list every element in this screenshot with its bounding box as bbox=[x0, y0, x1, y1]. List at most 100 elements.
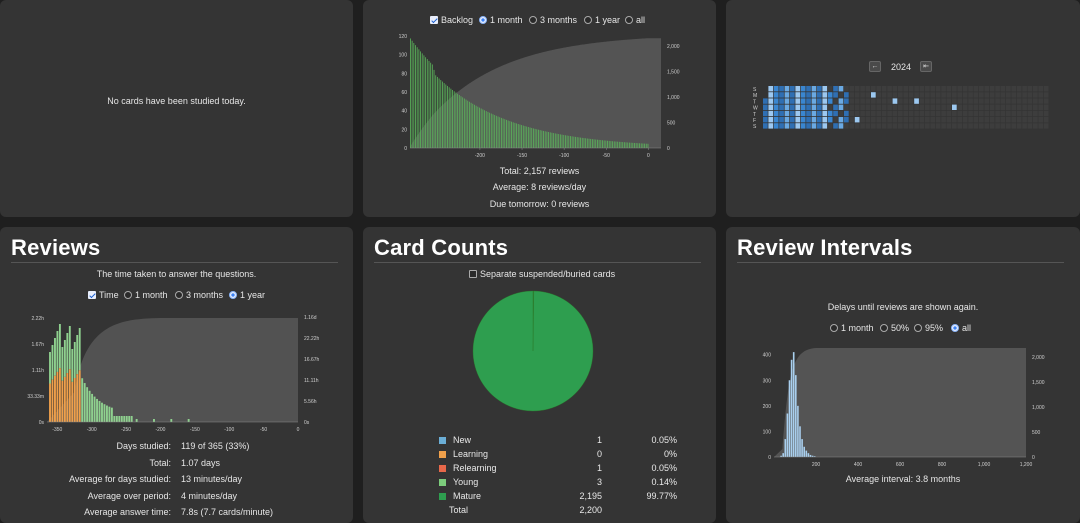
review-stat-value: 1.07 days bbox=[181, 457, 221, 468]
due-bar bbox=[640, 143, 642, 148]
backlog-checkbox[interactable]: Backlog bbox=[430, 15, 473, 25]
backlog-check-icon[interactable] bbox=[430, 16, 438, 24]
calendar-day bbox=[1043, 123, 1049, 129]
due-bar bbox=[556, 133, 558, 148]
due-bar bbox=[630, 142, 632, 148]
calendar-day bbox=[887, 117, 892, 123]
calendar-day bbox=[1011, 123, 1017, 129]
interval-bar bbox=[809, 454, 812, 457]
calendar-day bbox=[800, 92, 806, 98]
due-bar bbox=[504, 119, 506, 148]
due-bar bbox=[607, 140, 608, 148]
review-bar-learning bbox=[76, 374, 79, 422]
intervals-range-all[interactable]: all bbox=[951, 323, 971, 333]
due-bar bbox=[467, 100, 469, 148]
intervals-range-95[interactable]: 95% bbox=[914, 323, 943, 333]
due-bar bbox=[620, 141, 622, 148]
due-bar bbox=[474, 104, 475, 148]
calendar-day bbox=[930, 98, 936, 104]
range-1-year[interactable]: 1 year bbox=[584, 15, 620, 25]
interval-bar bbox=[811, 455, 814, 457]
calendar-day bbox=[779, 92, 784, 98]
review-bar-learning bbox=[71, 381, 74, 422]
range-all[interactable]: all bbox=[625, 15, 645, 25]
time-checkbox[interactable]: Time bbox=[88, 290, 119, 300]
due-bar bbox=[452, 89, 453, 148]
range-1-month[interactable]: 1 month bbox=[479, 15, 523, 25]
day-label: T bbox=[753, 99, 756, 105]
interval-bar bbox=[797, 405, 799, 457]
calendar-day bbox=[903, 86, 909, 92]
card-count-total-row: Total 2,200 bbox=[439, 505, 699, 517]
y2-tick-label: 0s bbox=[304, 420, 310, 426]
range-label: 1 year bbox=[595, 15, 621, 25]
due-bar bbox=[531, 127, 533, 148]
calendar-day bbox=[768, 123, 774, 129]
calendar-day bbox=[790, 117, 795, 123]
radio-icon[interactable] bbox=[175, 291, 183, 299]
calendar-day bbox=[1006, 123, 1011, 129]
calendar-day bbox=[914, 123, 919, 129]
time-check-icon[interactable] bbox=[88, 291, 96, 299]
calendar-day bbox=[952, 86, 957, 92]
review-stat-label: Total: bbox=[149, 457, 171, 468]
calendar-day bbox=[854, 104, 860, 110]
calendar-day bbox=[838, 117, 844, 123]
radio-icon[interactable] bbox=[584, 16, 592, 24]
calendar-day bbox=[881, 110, 887, 117]
calendar-day bbox=[973, 98, 979, 104]
calendar-day bbox=[1000, 98, 1006, 104]
calendar-day bbox=[962, 104, 968, 110]
reviews-range-3-months[interactable]: 3 months bbox=[175, 290, 223, 300]
legend-count: 3 bbox=[596, 477, 602, 487]
radio-icon[interactable] bbox=[951, 324, 959, 332]
y2-tick-label: 5.56h bbox=[304, 399, 317, 405]
next-year-button[interactable]: ⇤ bbox=[920, 61, 932, 72]
due-bar bbox=[536, 129, 538, 148]
review-bar-young bbox=[123, 416, 126, 422]
calendar-day bbox=[1011, 104, 1017, 110]
calendar-day bbox=[952, 110, 957, 117]
calendar-day bbox=[865, 92, 871, 98]
radio-icon[interactable] bbox=[124, 291, 132, 299]
reviews-range-1-year[interactable]: 1 year bbox=[229, 290, 265, 300]
cumulative-area bbox=[47, 318, 298, 422]
range-label: 1 year bbox=[240, 290, 266, 300]
calendar-day bbox=[822, 98, 828, 104]
due-bar bbox=[639, 143, 640, 148]
legend-percent: 99.77% bbox=[646, 491, 677, 501]
calendar-day bbox=[892, 123, 898, 129]
calendar-day bbox=[908, 117, 914, 123]
separate-suspended-checkbox[interactable]: Separate suspended/buried cards bbox=[469, 269, 615, 279]
radio-icon[interactable] bbox=[914, 324, 922, 332]
intervals-range-50[interactable]: 50% bbox=[880, 323, 909, 333]
due-bar bbox=[598, 139, 600, 148]
calendar-day bbox=[1027, 110, 1033, 117]
radio-icon[interactable] bbox=[529, 16, 537, 24]
calendar-day bbox=[827, 117, 833, 123]
day-label: S bbox=[753, 87, 757, 93]
calendar-day bbox=[827, 86, 833, 92]
calendar-day bbox=[854, 123, 860, 129]
radio-icon[interactable] bbox=[625, 16, 633, 24]
due-bar bbox=[512, 122, 514, 148]
due-bar bbox=[497, 116, 499, 148]
range-3-months[interactable]: 3 months bbox=[529, 15, 577, 25]
calendar-day bbox=[763, 110, 768, 117]
radio-icon[interactable] bbox=[880, 324, 888, 332]
title-divider bbox=[737, 262, 1064, 263]
separate-check-icon[interactable] bbox=[469, 270, 477, 278]
radio-icon[interactable] bbox=[830, 324, 838, 332]
radio-icon[interactable] bbox=[479, 16, 487, 24]
radio-icon[interactable] bbox=[229, 291, 237, 299]
prev-year-button[interactable]: ← bbox=[869, 61, 881, 72]
calendar-day bbox=[887, 123, 892, 129]
interval-bar bbox=[786, 413, 789, 457]
card-counts-card: Card Counts Separate suspended/buried ca… bbox=[363, 227, 716, 523]
reviews-range-1-month[interactable]: 1 month bbox=[124, 290, 168, 300]
calendar-day bbox=[979, 92, 984, 98]
today-card: No cards have been studied today. bbox=[0, 0, 353, 217]
due-bar bbox=[482, 109, 484, 148]
intervals-range-1-month[interactable]: 1 month bbox=[830, 323, 874, 333]
due-bar bbox=[524, 126, 526, 148]
